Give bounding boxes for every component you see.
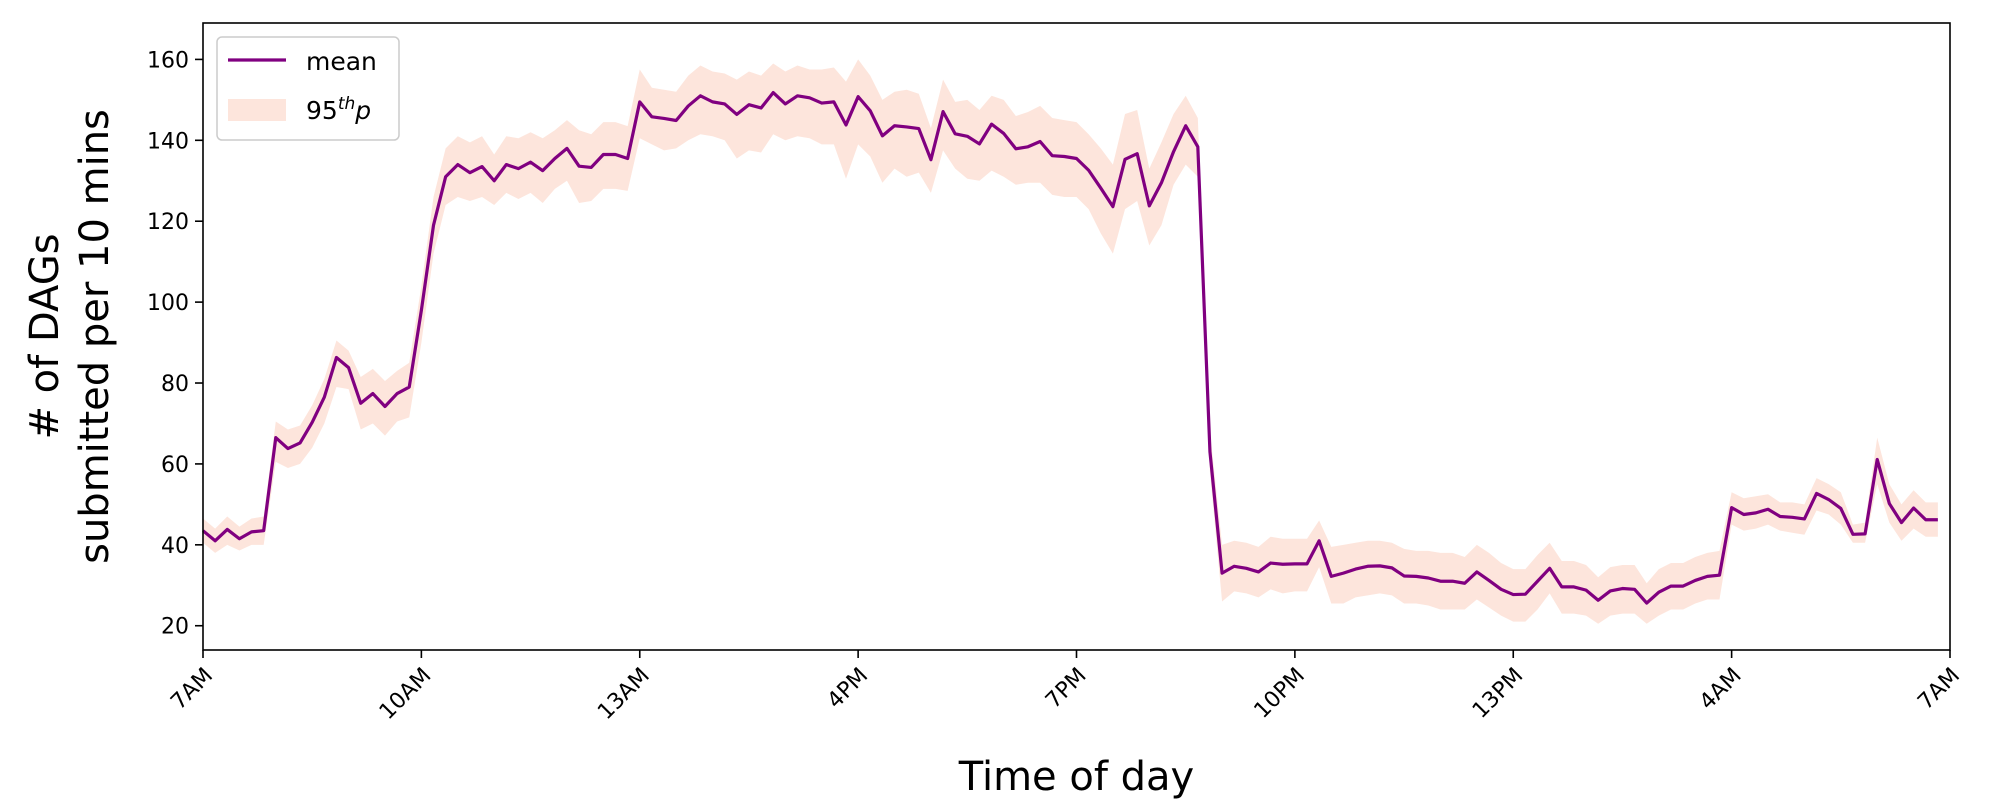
y-tick-label: 60: [161, 453, 189, 478]
y-tick-label: 40: [161, 534, 189, 559]
legend-mean-label: mean: [306, 47, 377, 76]
y-axis-label-line-1: # of DAGs: [22, 233, 68, 439]
y-tick-label: 80: [161, 372, 189, 397]
y-tick-label: 140: [147, 129, 189, 154]
y-tick-label: 20: [161, 615, 189, 640]
y-tick-label: 120: [147, 210, 189, 235]
legend-band-label-tail: p: [354, 96, 371, 125]
y-tick-label: 100: [147, 291, 189, 316]
legend-band-swatch: [228, 99, 286, 121]
percentile-band-layer: [203, 59, 1938, 624]
percentile-band: [203, 59, 1938, 624]
legend: mean 95thp: [216, 36, 400, 141]
y-axis: 20 40 60 80 100 120 140 160: [147, 48, 203, 640]
y-tick-label: 160: [147, 48, 189, 73]
mean-line: [201, 90, 1938, 605]
legend-band-label-base: 95: [306, 96, 338, 125]
mean-line-layer: [201, 90, 1938, 605]
x-axis-label: Time of day: [958, 754, 1194, 800]
legend-band-label: 95thp: [306, 94, 371, 125]
legend-band-label-sup: th: [338, 94, 355, 114]
y-axis-label-line-2: submitted per 10 mins: [72, 109, 118, 564]
